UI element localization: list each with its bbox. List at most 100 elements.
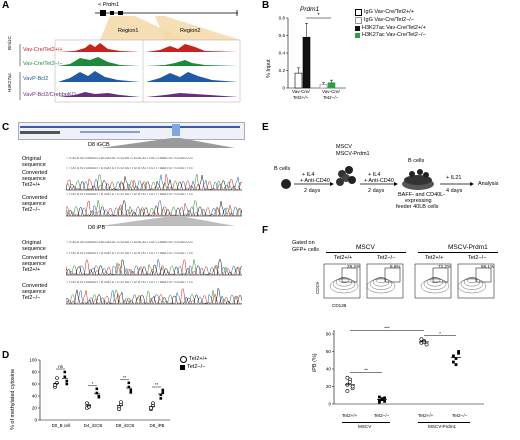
f-point xyxy=(378,399,381,402)
flow-contour xyxy=(332,278,356,290)
panel-f-label: F xyxy=(262,225,269,236)
flow-contour xyxy=(338,277,350,284)
b-xlabel-4: Tet2−/− xyxy=(323,95,339,100)
e-step2-d: 2 days xyxy=(368,188,385,194)
f-xlabel-2: Tet2−/− xyxy=(374,413,390,418)
chromatogram-2 xyxy=(66,198,242,217)
d-point-ko xyxy=(95,391,99,395)
b-xlabel-3: Vav-Cre/ xyxy=(322,89,340,94)
panel-c-label: C xyxy=(2,122,10,133)
chromatogram-3 xyxy=(66,257,242,276)
seq-conv-3: TTTATATGTGGGGGTTATGATGTTCGTGGTTGTATATTCG… xyxy=(66,252,193,256)
d-point-ko xyxy=(63,370,67,374)
flow-contour xyxy=(366,278,396,294)
e-step1-a: + IL4 xyxy=(302,172,315,178)
panel-d-ylabel: % of methylated cytosine xyxy=(10,368,16,430)
f-point xyxy=(378,395,381,399)
d-ytick-label: 80 xyxy=(32,370,38,375)
seq-conv-1: TTTATATGTGGGGGTTATGATGTTCGTGGTTGTATATTCG… xyxy=(66,167,193,171)
chromatogram-trace xyxy=(66,199,242,216)
d-point-ko xyxy=(129,388,133,392)
e-step1-b: + Anti-CD40 xyxy=(300,178,330,184)
group1-label: Bmi1C xyxy=(7,36,12,50)
f-point xyxy=(350,384,355,389)
track-label-3: VavP-Bcl2 xyxy=(23,76,49,82)
gene-name: < Prdm1 xyxy=(98,2,119,8)
b-xlabel-2: Tet2+/+ xyxy=(293,95,309,100)
panel-b-label: B xyxy=(262,0,270,11)
row-label-4: Original sequence xyxy=(22,240,46,253)
f-xlabel-1: Tet2+/+ xyxy=(342,413,358,418)
f-sig: ** xyxy=(364,368,368,374)
panel-d-chart: 100 80 60 40 20 0 D0_B cell ns D4_iGCB * D8_iGCB **… xyxy=(29,358,170,428)
f-point xyxy=(345,375,350,380)
flow-contour xyxy=(369,278,393,290)
d-point-ko xyxy=(159,393,163,397)
row-label-1: Original sequence xyxy=(22,156,46,169)
flow-title-2: Tet2−/− xyxy=(377,255,396,261)
e-feeder-2: expressing xyxy=(405,198,432,204)
d-point-ko xyxy=(161,391,165,394)
row-label-6: Converted sequence Tet2−/− xyxy=(22,283,48,302)
track-label-1: Vav-Cre/Tet2+/+ xyxy=(23,47,63,53)
d-ytick-label: 40 xyxy=(32,394,38,399)
d-point-ko xyxy=(161,388,165,392)
legend-d-1: Tet2+/+ xyxy=(189,356,208,363)
b-ytick-label: 0 xyxy=(282,86,285,91)
b-ytick-label: 0.2 xyxy=(279,68,286,73)
d-sig: ** xyxy=(155,382,159,387)
flow-title-3: Tet2+/+ xyxy=(425,255,444,261)
f-group-2: MSCV-Prdm1 xyxy=(448,244,488,251)
d-point-ko xyxy=(129,391,133,394)
e-msc1: MSCV xyxy=(336,144,352,150)
f-xlabel-3: Tet2+/+ xyxy=(418,413,434,418)
d-point-wt xyxy=(119,400,123,404)
e-step1-d: 2 days xyxy=(304,188,321,194)
f-groupx-1: MSCV xyxy=(358,424,372,429)
d-point-ko xyxy=(63,375,67,379)
e-step2-a: + IL4 xyxy=(368,172,381,178)
b-ytick-label: 0.6 xyxy=(279,33,286,38)
chromatogram-trace xyxy=(66,174,242,190)
chromatogram-trace xyxy=(66,199,242,216)
d-xlabel: D8_iPB xyxy=(150,423,165,428)
seq-conv-2: TTTATATGTGGGGGTTATGATGTTCGTGGTTGTATATTCG… xyxy=(66,193,193,197)
chromatogram-4 xyxy=(66,286,242,305)
panel-d-legend: Tet2+/+ Tet2−/− xyxy=(180,356,207,370)
flow-title-4: Tet2−/− xyxy=(468,255,487,261)
d-xlabel: D4_iGCB xyxy=(84,423,103,428)
e-feeder-1: BAFF- and CD40L- xyxy=(398,192,446,198)
seq-original-1: TTCACATGCGGGGGCCACGACGCTCGCGGTCGCACACTCG… xyxy=(66,157,193,161)
flow-contour xyxy=(457,278,487,294)
e-bcells-1: B cells xyxy=(274,166,291,172)
flow-contour xyxy=(429,277,441,284)
chromatogram-trace xyxy=(66,289,242,304)
flow-contour xyxy=(420,278,450,294)
d-point-ko xyxy=(65,382,69,386)
f-groupx-2: MSCV-Prdm1 xyxy=(428,424,457,429)
row-label-3: Converted sequence Tet2−/− xyxy=(22,195,48,214)
e-step3-d: 4 days xyxy=(446,188,463,194)
d-point-wt xyxy=(117,407,121,412)
d-ytick-label: 20 xyxy=(32,406,38,411)
d-point-wt xyxy=(85,401,89,406)
f-point xyxy=(378,400,381,404)
legend-b-2: IgG Vav-Cre/Tet2−/− xyxy=(364,17,415,24)
b-bar xyxy=(319,84,328,89)
e-step2-b: + Anti-CD40 xyxy=(364,178,394,184)
e-feeder-3: feeder 40LB cells xyxy=(396,204,439,210)
d-point-wt xyxy=(149,406,153,410)
d-sig: ** xyxy=(123,375,127,380)
track-label-4: VavP-Bcl2/CrebbpKO xyxy=(23,92,76,98)
d-point-ko xyxy=(159,397,163,400)
flow-gate xyxy=(341,267,358,283)
workflow-diagram xyxy=(281,166,474,190)
b-ytick-label: 0.4 xyxy=(279,51,286,56)
b-sig: * xyxy=(317,13,320,19)
d-point-wt xyxy=(55,376,59,380)
flow-yaxis: CD19 xyxy=(315,282,320,294)
d-xlabel: D8_iGCB xyxy=(116,423,135,428)
d-point-ko xyxy=(127,381,131,385)
d-ytick-label: 0 xyxy=(34,418,37,423)
